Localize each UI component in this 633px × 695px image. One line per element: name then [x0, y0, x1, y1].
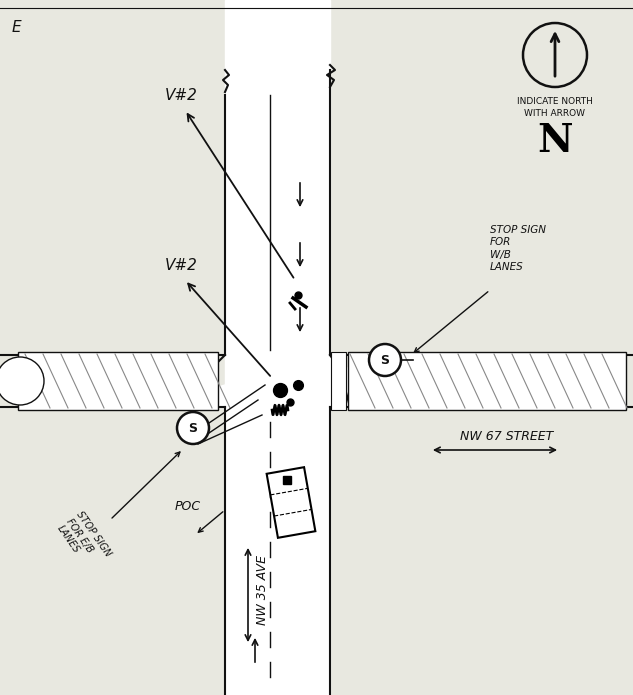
Text: INDICATE NORTH: INDICATE NORTH	[517, 97, 593, 106]
Text: E: E	[12, 20, 22, 35]
Polygon shape	[225, 355, 330, 407]
Text: WITH ARROW: WITH ARROW	[525, 109, 586, 118]
Text: STOP SIGN
FOR E/B
LANES: STOP SIGN FOR E/B LANES	[55, 509, 113, 572]
Text: S: S	[380, 354, 389, 366]
Text: S: S	[189, 421, 197, 434]
Circle shape	[177, 412, 209, 444]
Text: N: N	[537, 122, 573, 160]
Circle shape	[0, 357, 44, 405]
Polygon shape	[225, 0, 330, 355]
Text: V#2: V#2	[165, 258, 198, 273]
Polygon shape	[225, 407, 330, 695]
Text: V#2: V#2	[165, 88, 198, 103]
Text: NW 35 AVE: NW 35 AVE	[256, 555, 268, 625]
Text: POC: POC	[175, 500, 201, 513]
Bar	[18, 352, 218, 410]
Text: STOP SIGN
FOR
W/B
LANES: STOP SIGN FOR W/B LANES	[490, 224, 546, 272]
Polygon shape	[266, 467, 315, 538]
Bar	[348, 352, 626, 410]
Polygon shape	[190, 355, 350, 407]
Circle shape	[369, 344, 401, 376]
Bar	[331, 352, 346, 410]
Text: NW 67 STREET: NW 67 STREET	[460, 430, 553, 443]
